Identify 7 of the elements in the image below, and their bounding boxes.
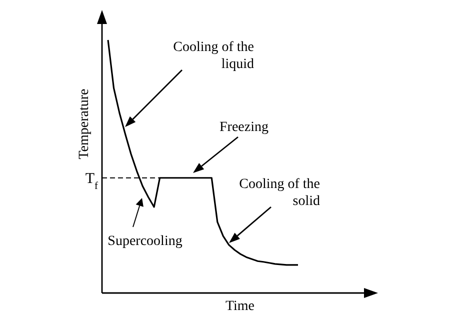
annotation: Cooling of the solid bbox=[239, 177, 320, 209]
annotation: Supercooling bbox=[108, 234, 182, 249]
y-axis-title: Temperature bbox=[77, 88, 92, 160]
annotation: Freezing bbox=[220, 120, 268, 135]
annotation: Cooling of the liquid bbox=[173, 40, 254, 72]
x-axis-title: Time bbox=[225, 299, 255, 314]
ref-line-label: T$_{f}$ bbox=[85, 170, 98, 192]
